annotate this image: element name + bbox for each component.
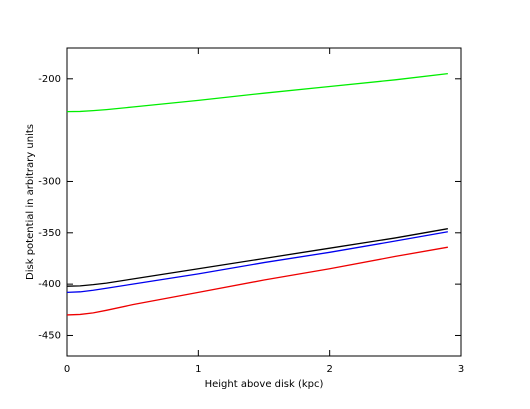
y-tick-label: -450: [38, 330, 61, 341]
x-tick-label: 0: [64, 364, 70, 375]
data-line: [66, 228, 448, 287]
y-axis-label: Disk potential in arbitrary units: [25, 124, 36, 280]
y-tick-label: -400: [38, 279, 61, 290]
data-line: [66, 231, 448, 293]
x-axis-label: Height above disk (kpc): [205, 379, 324, 390]
y-tick-label: -350: [38, 228, 61, 239]
data-line: [66, 246, 448, 316]
x-tick-label: 3: [458, 364, 464, 375]
y-tick-label: -300: [38, 176, 61, 187]
x-tick-label: 1: [195, 364, 201, 375]
plot-frame: [66, 47, 462, 357]
data-line: [66, 73, 448, 113]
y-tick-label: -200: [38, 74, 61, 85]
x-tick-label: 2: [326, 364, 332, 375]
